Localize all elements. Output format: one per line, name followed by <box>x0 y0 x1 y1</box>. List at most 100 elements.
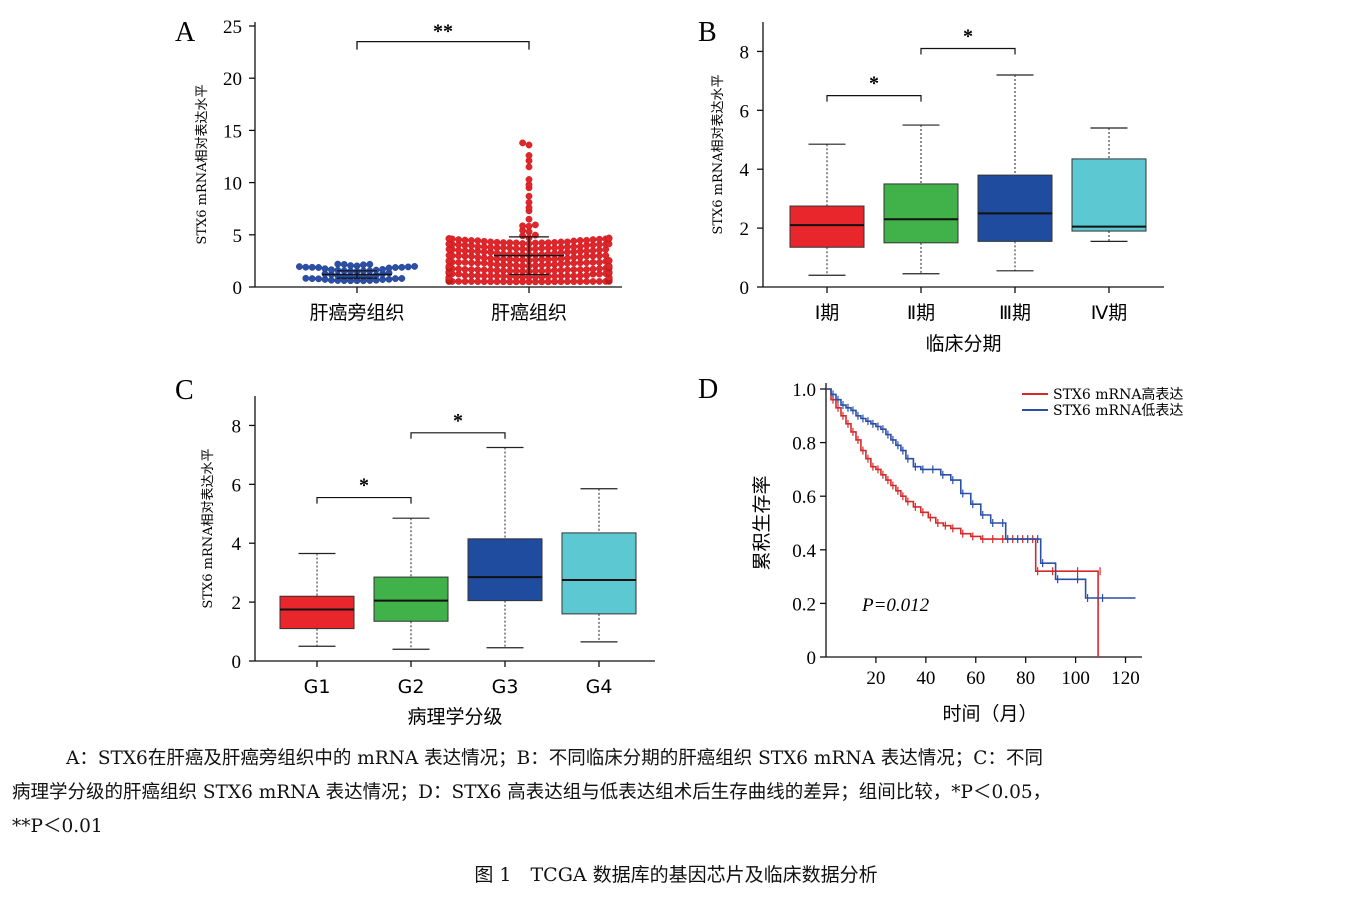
x-tick-label: G2 <box>398 676 425 698</box>
caption-line-1: A：STX6在肝癌及肝癌旁组织中的 mRNA 表达情况；B：不同临床分期的肝癌组… <box>66 748 1043 769</box>
caption-line-3: **P＜0.01 <box>12 816 103 837</box>
y-axis-label: STX6 mRNA相对表达水平 <box>195 84 210 244</box>
box <box>279 595 355 630</box>
x-tick-label: 肝癌组织 <box>491 302 567 324</box>
significance-label: * <box>359 475 369 497</box>
panel-letter-a: A <box>175 17 196 48</box>
caption-line-2: 病理学分级的肝癌组织 STX6 mRNA 表达情况；D：STX6 高表达组与低表… <box>12 782 1052 803</box>
survival-curve <box>826 388 1136 599</box>
y-tick-label: 5 <box>233 226 243 247</box>
data-point <box>525 141 533 149</box>
x-tick-label: Ⅱ期 <box>907 302 935 324</box>
significance-label: * <box>963 26 973 48</box>
y-tick-label: 6 <box>740 101 750 122</box>
y-tick-label: 6 <box>232 475 242 496</box>
y-axis-label: STX6 mRNA相对表达水平 <box>711 74 726 234</box>
legend-label: STX6 mRNA高表达 <box>1053 386 1183 403</box>
y-tick-label: 4 <box>740 160 750 181</box>
y-tick-label: 10 <box>223 174 242 195</box>
x-tick-label: 60 <box>966 668 985 689</box>
data-point <box>525 215 533 223</box>
panel-letter: B <box>698 17 717 48</box>
data-point <box>321 265 329 273</box>
x-tick-label: 100 <box>1061 668 1090 689</box>
y-tick-label: 0.6 <box>792 487 816 508</box>
data-point <box>525 176 533 183</box>
box <box>789 205 865 248</box>
y-tick-label: 8 <box>232 416 242 437</box>
data-point <box>605 234 613 242</box>
x-tick-label: Ⅳ期 <box>1091 302 1128 324</box>
y-tick-label: 0.2 <box>792 594 816 615</box>
y-tick-label: 4 <box>232 534 242 555</box>
data-point <box>525 152 533 159</box>
x-tick-label: Ⅲ期 <box>999 302 1031 324</box>
y-tick-label: 2 <box>740 219 750 240</box>
panel-a: A 0 5 10 15 20 25 STX6 mRNA相对表达水平肝癌旁组织 肝癌组织 ** <box>0 0 640 340</box>
box <box>373 576 449 622</box>
data-point <box>295 263 303 270</box>
y-tick-label: 20 <box>223 69 242 90</box>
x-tick-label: G1 <box>304 676 331 698</box>
y-tick-label: 0 <box>233 278 243 299</box>
y-tick-label: 2 <box>232 593 242 614</box>
data-point <box>445 235 453 242</box>
x-tick-label: G4 <box>586 676 613 698</box>
y-tick-label: 0.4 <box>792 541 816 562</box>
data-point <box>519 222 526 230</box>
significance-bracket <box>826 95 922 102</box>
data-point <box>347 262 354 269</box>
significance-bracket <box>316 496 412 504</box>
panel-letter: C <box>175 375 194 406</box>
data-point <box>532 221 539 229</box>
x-axis-label: 时间（月） <box>942 703 1037 725</box>
y-tick-label: 25 <box>223 17 242 38</box>
data-point <box>411 262 418 270</box>
data-point <box>519 139 526 147</box>
data-point <box>366 260 374 268</box>
box-chart-c: C 0 2 4 6 8 STX6 mRNA相对表达水平 G1 G2 G3 G4 * * 病理学分级 <box>175 375 655 728</box>
significance-bracket <box>920 47 1016 55</box>
data-point <box>398 275 406 282</box>
data-point <box>379 265 386 273</box>
legend-label: STX6 mRNA低表达 <box>1053 403 1183 419</box>
box <box>977 174 1053 242</box>
x-axis-label: 临床分期 <box>925 333 1001 355</box>
box <box>467 538 543 602</box>
significance-bracket <box>410 432 506 439</box>
x-tick-label: G3 <box>492 676 519 698</box>
y-tick-label: 0 <box>232 652 242 673</box>
data-point <box>334 260 342 268</box>
x-tick-label: 肝癌旁组织 <box>309 302 404 324</box>
significance-label: * <box>869 73 879 95</box>
significance-label: * <box>453 410 463 432</box>
y-tick-label: 0.8 <box>792 434 816 455</box>
figure-caption: A：STX6在肝癌及肝癌旁组织中的 mRNA 表达情况；B：不同临床分期的肝癌组… <box>12 742 1344 844</box>
box-chart-b: B 0 2 4 6 8 STX6 mRNA相对表达水平 Ⅰ期 Ⅱ期 Ⅲ期 Ⅳ期 * * 临床分期 <box>698 17 1164 355</box>
y-tick-label: 0 <box>740 278 750 299</box>
data-point <box>525 192 533 200</box>
data-point <box>605 257 613 264</box>
x-tick-label: 20 <box>866 668 885 689</box>
figure-title: 图 1 TCGA 数据库的基因芯片及临床数据分析 <box>474 864 878 886</box>
p-value-annotation: P=0.012 <box>861 595 930 616</box>
survival-curve <box>826 388 1099 657</box>
box <box>561 532 637 615</box>
significance-bracket <box>356 41 530 50</box>
y-axis-label: 累积生存率 <box>751 475 773 570</box>
box <box>1071 158 1147 232</box>
x-tick-label: 40 <box>916 668 935 689</box>
x-tick-label: 120 <box>1111 668 1140 689</box>
panel-letter-d: D <box>698 374 718 405</box>
x-tick-label: Ⅰ期 <box>815 302 840 324</box>
x-axis-label: 病理学分级 <box>407 706 502 728</box>
y-tick-label: 0 <box>807 648 817 669</box>
y-tick-label: 15 <box>223 121 242 142</box>
box <box>883 183 959 244</box>
y-tick-label: 8 <box>740 42 750 63</box>
significance-label: ** <box>433 21 453 43</box>
x-tick-label: 80 <box>1016 668 1035 689</box>
y-tick-label: 1.0 <box>792 380 816 401</box>
survival-chart-d: D 0 0.2 0.4 0.6 0.8 1.0 20 40 60 80 100 120 累积生存率时间（月… <box>698 374 1183 725</box>
